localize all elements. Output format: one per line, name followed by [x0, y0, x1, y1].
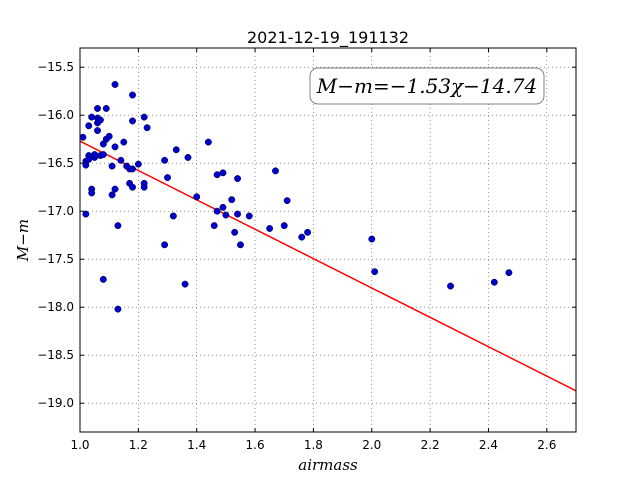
data-point: [505, 269, 513, 277]
y-axis-ticks: −15.5 −16.0 −16.5 −17.0 −17.5 −18.0 −18.5 −19.0: [37, 60, 576, 410]
data-point: [94, 127, 101, 135]
data-points: [80, 81, 513, 313]
fit-line-group: [80, 140, 576, 392]
data-point: [184, 153, 192, 161]
data-point: [213, 171, 221, 179]
data-point: [172, 146, 180, 154]
x-tick-label: 1.8: [304, 438, 323, 452]
data-point: [161, 241, 169, 249]
data-point: [94, 105, 101, 112]
data-point: [134, 160, 142, 168]
y-tick-label: −18.5: [37, 348, 74, 362]
data-point: [304, 228, 312, 236]
data-point: [102, 105, 110, 112]
fit-annotation: M−m=−1.53χ−14.74: [309, 67, 545, 105]
data-point: [368, 235, 376, 243]
data-point: [447, 282, 454, 290]
x-tick-label: 1.4: [187, 438, 206, 452]
annotation-text: M−m=−1.53χ−14.74: [316, 74, 537, 98]
data-point: [234, 175, 242, 183]
data-point: [169, 212, 177, 220]
data-point: [272, 167, 279, 175]
data-point: [219, 203, 227, 211]
x-tick-label: 1.2: [129, 438, 148, 452]
data-point: [280, 222, 288, 230]
grid-lines: [79, 48, 576, 432]
x-axis-label: airmass: [298, 456, 358, 474]
data-point: [164, 174, 171, 182]
data-point: [129, 183, 136, 191]
data-point: [228, 196, 236, 204]
data-point: [88, 113, 96, 121]
data-point: [82, 161, 90, 169]
fit-line: [80, 140, 576, 392]
data-point: [82, 210, 90, 218]
annotation-box: [309, 67, 545, 105]
data-point: [129, 165, 136, 173]
x-tick-label: 2.6: [537, 438, 556, 452]
y-tick-label: −16.5: [37, 156, 74, 170]
data-point: [129, 117, 136, 125]
data-point: [88, 189, 96, 197]
data-point: [283, 197, 291, 205]
data-point: [222, 211, 230, 219]
data-point: [99, 151, 107, 159]
chart-title: 2021-12-19_191132: [247, 28, 409, 48]
data-point: [140, 179, 148, 187]
data-point: [371, 268, 379, 276]
plot-content: [80, 81, 576, 392]
y-tick-label: −19.0: [37, 396, 74, 410]
data-point: [111, 185, 119, 193]
data-point: [266, 225, 274, 232]
y-tick-label: −16.0: [37, 108, 74, 122]
data-point: [161, 156, 169, 164]
data-point: [108, 191, 116, 199]
y-axis-label: M−m: [14, 219, 32, 262]
data-point: [231, 228, 239, 236]
data-point: [105, 132, 113, 140]
data-point: [234, 210, 242, 218]
data-point: [181, 280, 189, 288]
data-point: [245, 212, 253, 220]
data-point: [204, 138, 212, 146]
x-tick-label: 2.2: [421, 438, 440, 452]
x-tick-label: 1.6: [246, 438, 265, 452]
x-axis-ticks: 1.0 1.2 1.4 1.6 1.8 2.0 2.2 2.4 2.6: [70, 48, 556, 452]
x-tick-label: 2.0: [362, 438, 381, 452]
y-tick-label: −15.5: [37, 60, 74, 74]
data-point: [96, 116, 104, 124]
data-point: [490, 278, 498, 286]
data-point: [80, 133, 87, 141]
data-point: [91, 151, 99, 159]
data-point: [129, 91, 136, 99]
data-point: [237, 241, 244, 249]
data-point: [117, 156, 125, 164]
x-tick-label: 2.4: [479, 438, 498, 452]
data-point: [143, 124, 151, 132]
y-tick-label: −17.5: [37, 252, 74, 266]
plot-frame: [79, 47, 577, 433]
data-point: [111, 143, 119, 151]
x-tick-label: 1.0: [70, 438, 89, 452]
data-point: [120, 138, 128, 146]
data-point: [298, 233, 306, 241]
data-point: [85, 155, 93, 163]
data-point: [210, 222, 218, 230]
data-point: [108, 162, 116, 170]
y-tick-label: −17.0: [37, 204, 74, 218]
data-point: [219, 169, 227, 177]
data-point: [85, 122, 93, 130]
data-point: [140, 113, 148, 121]
data-point: [193, 193, 201, 201]
data-point: [114, 222, 122, 230]
data-point: [114, 305, 122, 313]
y-tick-label: −18.0: [37, 300, 74, 314]
data-point: [111, 81, 119, 88]
data-point: [99, 275, 107, 283]
data-point: [213, 207, 221, 215]
